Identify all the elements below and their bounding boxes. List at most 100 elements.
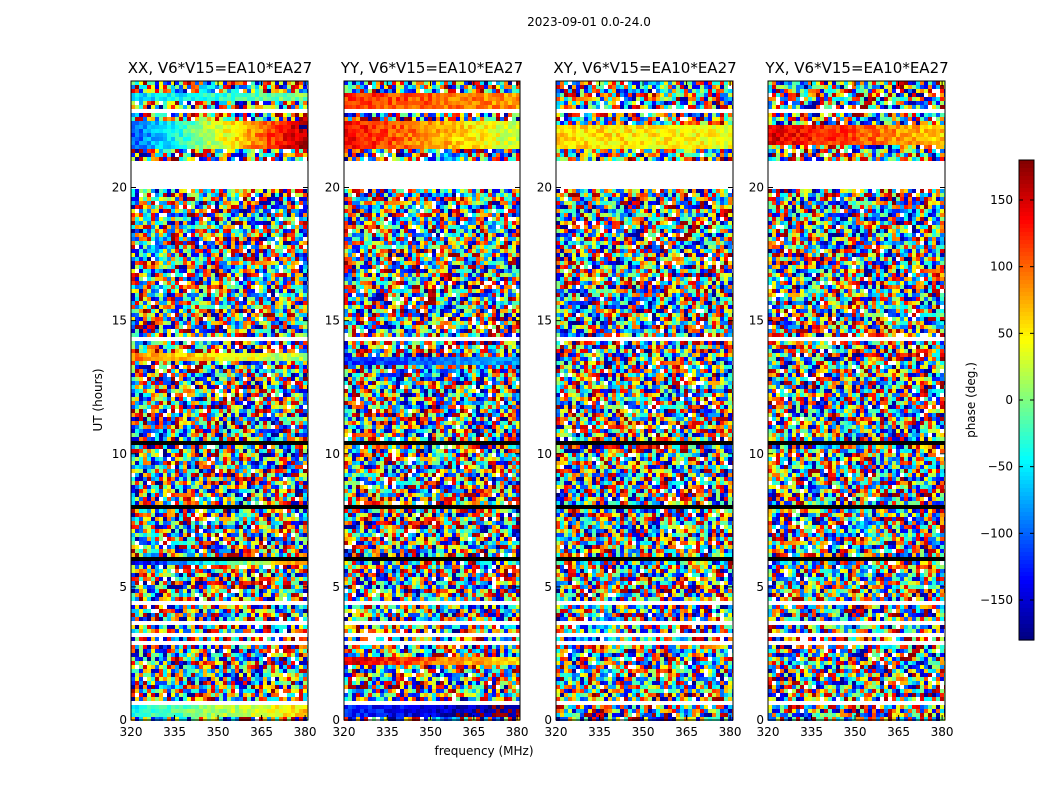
heatmap-cell xyxy=(259,117,263,121)
heatmap-cell xyxy=(159,121,163,125)
heatmap-cell xyxy=(295,145,299,149)
heatmap-cell xyxy=(283,157,287,161)
heatmap-cell xyxy=(295,189,299,193)
heatmap-cell xyxy=(239,205,243,209)
heatmap-cell xyxy=(267,97,271,101)
heatmap-cell xyxy=(139,149,143,153)
heatmap-cell xyxy=(203,97,207,101)
heatmap-cell xyxy=(191,197,195,201)
heatmap-cell xyxy=(267,121,271,125)
heatmap-cell xyxy=(163,133,167,137)
heatmap-cell xyxy=(235,149,239,153)
heatmap-cell xyxy=(223,125,227,129)
heatmap-cell xyxy=(275,149,279,153)
heatmap-cell xyxy=(207,133,211,137)
heatmap-cell xyxy=(203,209,207,213)
heatmap-cell xyxy=(139,201,143,205)
heatmap-cell xyxy=(303,125,307,129)
heatmap-cell xyxy=(239,201,243,205)
heatmap-cell xyxy=(283,129,287,133)
heatmap-cell xyxy=(255,201,259,205)
heatmap-cell xyxy=(167,89,171,93)
heatmap-cell xyxy=(279,145,283,149)
heatmap-cell xyxy=(175,137,179,141)
heatmap-cell xyxy=(227,133,231,137)
heatmap-cell xyxy=(267,133,271,137)
heatmap-cell xyxy=(247,157,251,161)
heatmap-cell xyxy=(143,189,147,193)
heatmap-cell xyxy=(279,125,283,129)
heatmap-cell xyxy=(223,117,227,121)
heatmap-cell xyxy=(143,89,147,93)
heatmap-cell xyxy=(155,153,159,157)
heatmap-cell xyxy=(155,145,159,149)
heatmap-xx xyxy=(131,81,308,721)
heatmap-cell xyxy=(207,205,211,209)
heatmap-cell xyxy=(207,121,211,125)
heatmap-cell xyxy=(243,121,247,125)
heatmap-cell xyxy=(159,189,163,193)
heatmap-cell xyxy=(267,81,271,85)
heatmap-cell xyxy=(179,193,183,197)
heatmap-cell xyxy=(267,89,271,93)
heatmap-cell xyxy=(179,97,183,101)
heatmap-cell xyxy=(179,101,183,105)
heatmap-cell xyxy=(283,105,287,109)
heatmap-cell xyxy=(287,121,291,125)
heatmap-cell xyxy=(151,93,155,97)
heatmap-cell xyxy=(291,141,295,145)
heatmap-cell xyxy=(199,85,203,89)
heatmap-cell xyxy=(207,117,211,121)
heatmap-cell xyxy=(199,117,203,121)
heatmap-cell xyxy=(283,97,287,101)
heatmap-cell xyxy=(155,113,159,117)
heatmap-cell xyxy=(199,141,203,145)
heatmap-cell xyxy=(303,137,307,141)
heatmap-cell xyxy=(155,193,159,197)
heatmap-cell xyxy=(227,197,231,201)
heatmap-cell xyxy=(131,125,135,129)
heatmap-cell xyxy=(191,81,195,85)
heatmap-cell xyxy=(299,125,303,129)
heatmap-cell xyxy=(187,133,191,137)
heatmap-cell xyxy=(275,145,279,149)
heatmap-cell xyxy=(135,125,139,129)
heatmap-cell xyxy=(223,205,227,209)
heatmap-cell xyxy=(143,209,147,213)
heatmap-cell xyxy=(279,201,283,205)
heatmap-cell xyxy=(263,201,267,205)
heatmap-cell xyxy=(179,209,183,213)
heatmap-cell xyxy=(175,89,179,93)
heatmap-cell xyxy=(235,209,239,213)
heatmap-cell xyxy=(159,209,163,213)
heatmap-cell xyxy=(251,153,255,157)
heatmap-cell xyxy=(167,129,171,133)
heatmap-cell xyxy=(219,141,223,145)
heatmap-cell xyxy=(259,137,263,141)
heatmap-row xyxy=(131,121,308,125)
heatmap-cell xyxy=(239,105,243,109)
heatmap-cell xyxy=(295,121,299,125)
heatmap-cell xyxy=(139,101,143,105)
heatmap-cell xyxy=(143,97,147,101)
heatmap-cell xyxy=(295,141,299,145)
heatmap-cell xyxy=(191,189,195,193)
heatmap-cell xyxy=(215,97,219,101)
heatmap-cell xyxy=(255,85,259,89)
heatmap-cell xyxy=(227,93,231,97)
heatmap-cell xyxy=(191,145,195,149)
heatmap-cell xyxy=(267,193,271,197)
heatmap-cell xyxy=(207,129,211,133)
heatmap-cell xyxy=(291,145,295,149)
heatmap-cell xyxy=(203,125,207,129)
heatmap-cell xyxy=(155,189,159,193)
heatmap-cell xyxy=(283,137,287,141)
heatmap-cell xyxy=(259,93,263,97)
heatmap-cell xyxy=(163,113,167,117)
heatmap-cell xyxy=(239,189,243,193)
heatmap-cell xyxy=(195,145,199,149)
heatmap-cell xyxy=(175,117,179,121)
heatmap-cell xyxy=(207,85,211,89)
heatmap-cell xyxy=(231,117,235,121)
heatmap-cell xyxy=(163,129,167,133)
